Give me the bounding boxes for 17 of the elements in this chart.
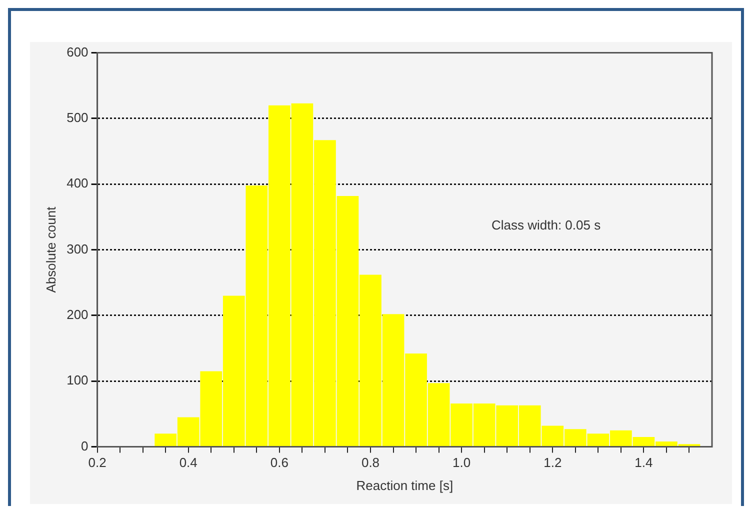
y-tick-label: 500	[66, 110, 88, 126]
x-tick-label: 1.0	[452, 455, 471, 470]
y-tick-label: 0	[81, 438, 88, 454]
y-tick-label: 400	[66, 176, 88, 191]
y-axis-title: Absolute count	[43, 206, 58, 293]
y-tick-label: 100	[66, 372, 88, 388]
x-axis-title: Reaction time [s]	[356, 478, 454, 493]
x-tick-label: 0.8	[361, 455, 380, 470]
x-tick-label: 0.2	[88, 455, 106, 470]
y-tick-label: 200	[66, 307, 88, 322]
y-tick-label: 600	[66, 44, 88, 60]
x-tick-label: 0.4	[179, 455, 198, 470]
annotation: Class width: 0.05 s	[491, 218, 602, 233]
x-tick-label: 1.4	[634, 455, 653, 470]
x-tick-label: 1.2	[544, 455, 562, 470]
y-tick-label: 300	[66, 241, 88, 256]
x-tick-label: 0.6	[270, 455, 288, 470]
